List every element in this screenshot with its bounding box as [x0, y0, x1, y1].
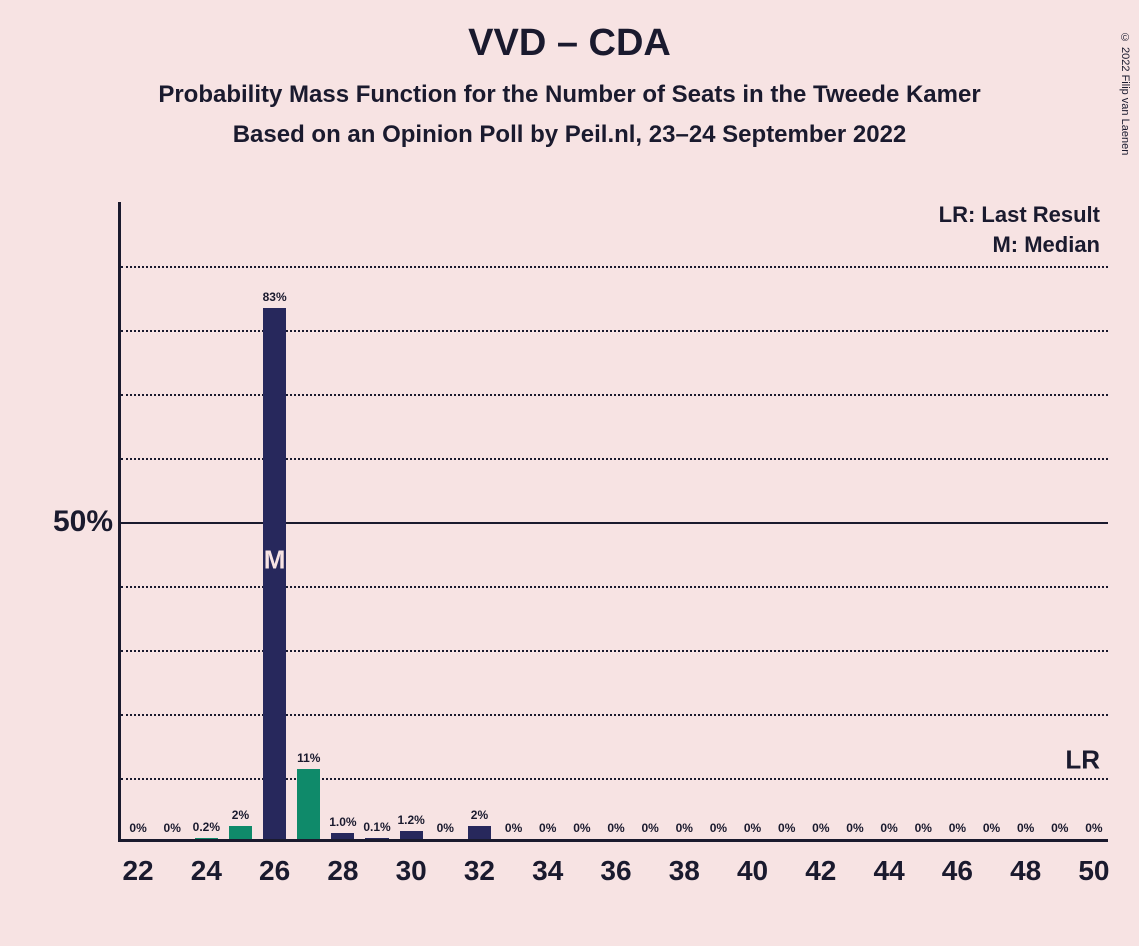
bar	[229, 826, 252, 839]
bar	[195, 838, 218, 839]
x-axis-tick-label: 30	[396, 855, 427, 887]
bar	[400, 831, 423, 839]
bar-value-label: 2%	[220, 808, 260, 822]
median-marker: M	[264, 545, 286, 576]
x-axis-tick-label: 50	[1078, 855, 1109, 887]
lr-marker: LR	[1065, 745, 1100, 776]
legend-m: M: Median	[992, 232, 1100, 258]
bar-value-label: 83%	[255, 290, 295, 304]
x-axis-tick-label: 46	[942, 855, 973, 887]
bar-value-label: 0%	[1074, 821, 1114, 835]
x-axis-tick-label: 34	[532, 855, 563, 887]
chart-subtitle-1: Probability Mass Function for the Number…	[0, 81, 1139, 109]
x-axis-tick-label: 38	[669, 855, 700, 887]
bar	[365, 838, 388, 839]
gridline	[121, 266, 1108, 268]
x-axis-tick-label: 28	[327, 855, 358, 887]
x-axis-tick-label: 24	[191, 855, 222, 887]
chart-subtitle-2: Based on an Opinion Poll by Peil.nl, 23–…	[0, 121, 1139, 149]
plot-area: LR: Last Result M: Median 50%LR0%0%0.2%2…	[118, 202, 1108, 842]
copyright-text: © 2022 Filip van Laenen	[1119, 32, 1131, 155]
chart-container: LR: Last Result M: Median 50%LR0%0%0.2%2…	[38, 202, 1118, 902]
x-axis-tick-label: 48	[1010, 855, 1041, 887]
chart-title: VVD – CDA	[0, 22, 1139, 65]
bar-value-label: 0%	[425, 821, 465, 835]
bar-value-label: 11%	[289, 751, 329, 765]
x-axis-tick-label: 42	[805, 855, 836, 887]
x-axis-tick-label: 22	[122, 855, 153, 887]
legend-lr: LR: Last Result	[939, 202, 1100, 228]
bar	[297, 769, 320, 839]
bar	[331, 833, 354, 839]
x-axis-tick-label: 36	[600, 855, 631, 887]
x-axis-tick-label: 26	[259, 855, 290, 887]
bar	[468, 826, 491, 839]
x-axis-tick-label: 32	[464, 855, 495, 887]
y-axis-label: 50%	[43, 505, 113, 539]
x-axis-tick-label: 40	[737, 855, 768, 887]
x-axis-tick-label: 44	[874, 855, 905, 887]
